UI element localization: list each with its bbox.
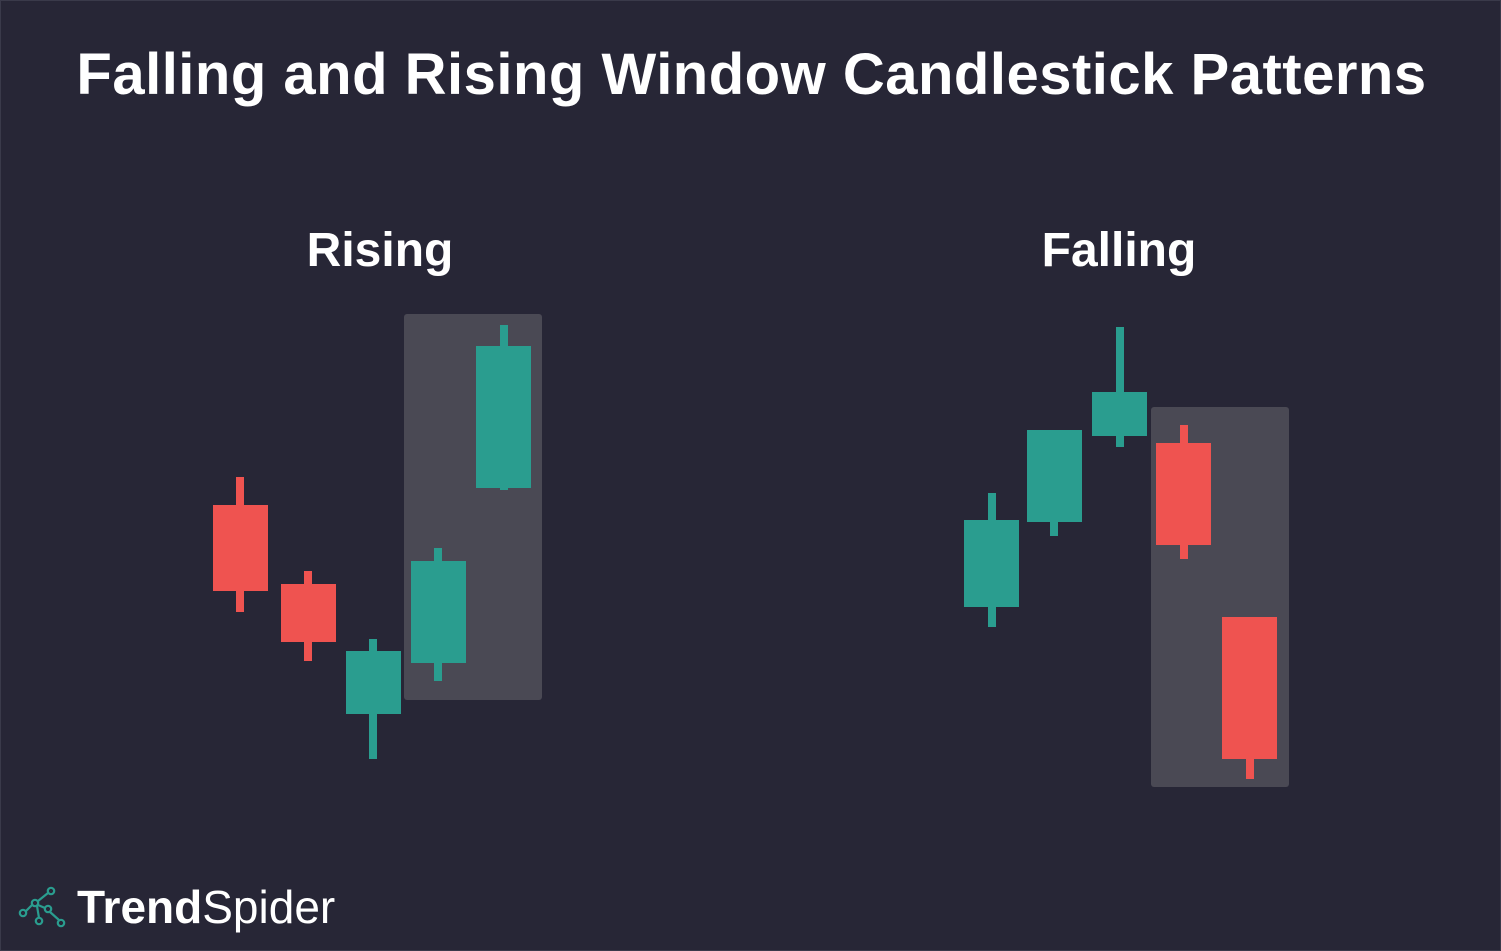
rising-candle-2: [281, 571, 336, 661]
rising-candle-3: [346, 639, 401, 759]
falling-candle-3: [1092, 327, 1147, 447]
rising-candle-4: [411, 548, 466, 681]
falling-label: Falling: [1041, 224, 1197, 277]
rising-label: Rising: [306, 224, 454, 277]
page-title: Falling and Rising Window Candlestick Pa…: [76, 42, 1427, 107]
rising-candle-1: [213, 477, 268, 612]
spider-web-icon: [18, 886, 66, 928]
brand-name-light: Spider: [202, 881, 336, 933]
falling-candle-1: [964, 493, 1019, 627]
brand-name-bold: Trend: [77, 881, 203, 933]
trendspider-logo: Trend Spider: [15, 879, 335, 935]
falling-candle-5: [1222, 617, 1277, 779]
falling-candle-4: [1156, 425, 1211, 559]
falling-candle-2: [1027, 430, 1082, 536]
rising-candle-5: [476, 325, 531, 490]
